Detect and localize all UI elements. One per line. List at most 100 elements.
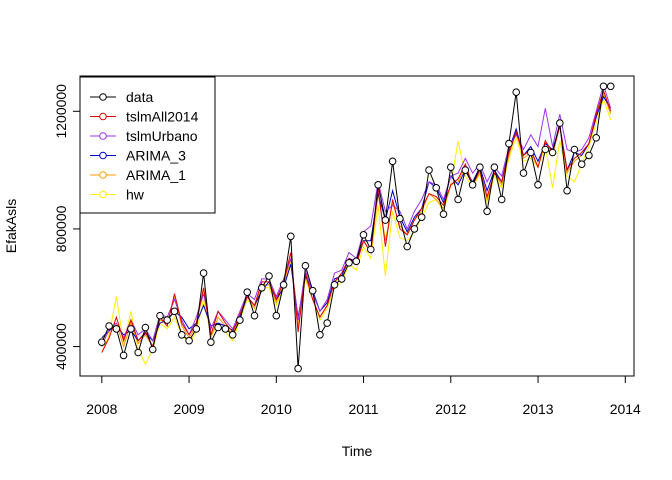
data-point [279, 281, 288, 289]
data-point [127, 325, 135, 333]
data-point [330, 281, 339, 289]
data-point [374, 181, 382, 189]
data-point [577, 160, 586, 168]
data-point [148, 345, 157, 354]
y-tick-label: 1200000 [53, 84, 69, 139]
x-tick-label: 2014 [610, 401, 641, 417]
y-tick-label: 800000 [53, 205, 69, 252]
data-point [570, 145, 579, 154]
data-point [359, 231, 368, 239]
data-point [308, 286, 317, 295]
data-point [163, 316, 171, 324]
data-point [178, 331, 186, 339]
data-point [556, 119, 564, 127]
data-point [192, 325, 201, 333]
data-point [461, 166, 470, 174]
legend-marker [99, 151, 107, 160]
data-point [352, 257, 361, 266]
legend-entry-tslmall2014: tslmAll2014 [90, 109, 199, 125]
legend-marker [99, 190, 107, 199]
data-point [199, 269, 208, 277]
data-point [592, 134, 601, 142]
data-point [497, 195, 506, 204]
data-point [119, 351, 128, 360]
data-point [301, 261, 310, 270]
data-point [585, 151, 593, 160]
data-point [432, 184, 441, 192]
data-point [483, 207, 491, 216]
data-point [439, 210, 448, 218]
legend-label: tslmAll2014 [126, 109, 199, 125]
data-point [388, 157, 397, 166]
data-point [170, 307, 179, 316]
data-point [454, 195, 462, 204]
legend-label: tslmUrbano [126, 128, 198, 144]
data-point [316, 331, 324, 339]
x-axis-label: Time [342, 443, 373, 459]
data-point [294, 364, 302, 373]
data-point [367, 245, 375, 254]
x-tick-label: 2008 [86, 401, 117, 417]
data-point [258, 284, 266, 292]
data-point [185, 336, 193, 345]
data-point [541, 145, 550, 154]
data-point [403, 242, 412, 251]
data-point [534, 181, 542, 189]
data-point [512, 88, 521, 96]
data-point [105, 322, 113, 330]
legend-entry-tslmurbano: tslmUrbano [90, 128, 198, 144]
data-point [156, 311, 164, 320]
data-point [236, 316, 244, 324]
data-point [323, 319, 332, 327]
data-point [527, 148, 535, 157]
y-axis-label: EfakAsls [3, 199, 19, 253]
data-point [468, 181, 477, 189]
data-point [490, 163, 499, 171]
legend-label: ARIMA_3 [126, 148, 186, 164]
data-point [112, 325, 121, 333]
data-point [287, 232, 295, 241]
legend-entry-arima-1: ARIMA_1 [90, 167, 186, 183]
data-point [606, 82, 615, 91]
data-point [417, 213, 426, 221]
data-point [272, 311, 281, 320]
data-point [337, 275, 346, 283]
legend-marker [99, 93, 107, 101]
data-point [505, 139, 513, 148]
x-axis: 2008 2009 2010 2011 2012 2013 2014 [86, 375, 641, 417]
legend: data tslmAll2014 tslmUrbano ARIMA_3 ARIMA_1h… [79, 76, 216, 214]
x-tick-label: 2010 [261, 401, 292, 417]
data-point [447, 163, 455, 171]
series-layer [98, 82, 615, 373]
data-point [98, 338, 106, 347]
x-tick-label: 2012 [435, 401, 466, 417]
data-point [519, 169, 528, 177]
data-point [548, 148, 557, 157]
data-point [134, 348, 142, 357]
data-point [250, 311, 259, 320]
legend-label: hw [126, 187, 145, 203]
data-point [228, 331, 237, 339]
x-tick-label: 2009 [173, 401, 204, 417]
legend-label: ARIMA_1 [126, 167, 186, 183]
legend-entry-data: data [90, 89, 153, 105]
data-point [425, 166, 433, 174]
data-point [345, 259, 353, 267]
series-data [98, 82, 615, 373]
y-tick-label: 400000 [53, 323, 69, 370]
data-point [207, 338, 215, 347]
x-tick-label: 2013 [522, 401, 553, 417]
data-point [476, 163, 484, 171]
legend-marker [99, 112, 107, 121]
data-point [599, 82, 608, 91]
data-point [243, 288, 251, 297]
data-point [221, 325, 230, 333]
data-point [141, 323, 150, 332]
legend-label: data [126, 89, 153, 105]
data-point [563, 186, 571, 195]
data-point [381, 216, 390, 224]
data-point [410, 225, 419, 233]
data-point [214, 323, 222, 332]
legend-entry-hw: hw [90, 187, 145, 203]
